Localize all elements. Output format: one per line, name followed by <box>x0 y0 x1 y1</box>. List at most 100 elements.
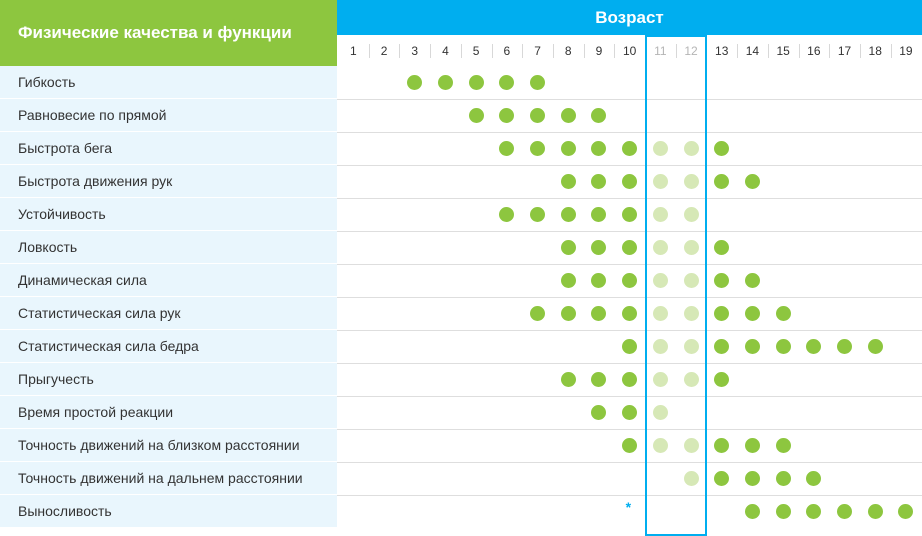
age-label-2: 2 <box>380 43 388 58</box>
age-dot <box>622 372 638 387</box>
age-separator <box>491 44 493 58</box>
age-separator <box>859 44 861 58</box>
age-dot <box>714 372 730 387</box>
age-dot <box>867 504 883 519</box>
age-label-17: 17 <box>837 43 852 58</box>
row-label: Динамическая сила <box>0 264 337 297</box>
age-dot <box>683 174 699 189</box>
age-dot <box>744 273 760 288</box>
grid-line <box>337 297 922 298</box>
age-dot <box>622 339 638 354</box>
age-dot <box>775 504 791 519</box>
age-dot <box>744 306 760 321</box>
age-label-1: 1 <box>350 43 357 58</box>
age-dot <box>407 75 423 90</box>
age-dot <box>468 75 484 90</box>
age-dot <box>652 306 668 321</box>
age-dot <box>714 471 730 486</box>
age-dot <box>591 372 607 387</box>
age-dot <box>683 339 699 354</box>
age-dot <box>744 174 760 189</box>
grid-line <box>337 462 922 463</box>
grid-line <box>337 429 922 430</box>
age-dot <box>775 438 791 453</box>
age-dot <box>744 438 760 453</box>
age-dot <box>560 240 576 255</box>
age-label-12: 12 <box>684 43 698 58</box>
age-dot <box>714 339 730 354</box>
age-dot <box>652 438 668 453</box>
grid-line <box>337 330 922 331</box>
age-dot <box>622 174 638 189</box>
grid-line <box>337 363 922 364</box>
age-dot <box>560 306 576 321</box>
age-dot <box>806 504 822 519</box>
age-separator <box>522 44 524 58</box>
grid-line <box>337 198 922 199</box>
grid-line <box>337 165 922 166</box>
age-label-10: 10 <box>622 43 637 58</box>
age-dot <box>714 141 730 156</box>
age-separator <box>829 44 831 58</box>
table-title: Физические качества и функции <box>0 0 337 66</box>
age-dot <box>683 471 699 486</box>
age-dot <box>530 75 546 90</box>
age-dot <box>591 273 607 288</box>
age-dot <box>652 372 668 387</box>
age-dot <box>622 207 638 222</box>
age-label-7: 7 <box>534 43 541 58</box>
age-separator <box>430 44 432 58</box>
row-label: Статистическая сила бедра <box>0 330 337 363</box>
age-label-6: 6 <box>503 43 511 58</box>
row-label: Быстрота бега <box>0 132 337 165</box>
age-dot <box>560 372 576 387</box>
age-dot <box>744 339 760 354</box>
age-header: Возраст <box>337 0 922 35</box>
grid-line <box>337 495 922 496</box>
row-label: Ловкость <box>0 231 337 264</box>
age-dot <box>652 273 668 288</box>
age-dot <box>530 207 546 222</box>
grid-line <box>337 231 922 232</box>
age-dot <box>622 240 638 255</box>
age-dot <box>622 405 638 420</box>
age-dot <box>591 108 607 123</box>
age-dot <box>591 141 607 156</box>
age-dot <box>530 141 546 156</box>
age-dot <box>622 306 638 321</box>
age-label-4: 4 <box>442 43 449 58</box>
age-dot <box>560 207 576 222</box>
age-dot <box>683 438 699 453</box>
age-label-13: 13 <box>715 43 729 58</box>
age-dot <box>898 504 914 519</box>
grid-line <box>337 396 922 397</box>
row-label: Точность движений на дальнем расстоянии <box>0 462 337 495</box>
age-dot <box>683 240 699 255</box>
age-dot <box>744 471 760 486</box>
age-dot <box>437 75 453 90</box>
age-label-19: 19 <box>899 43 913 58</box>
age-dot <box>744 504 760 519</box>
age-separator <box>767 44 769 58</box>
age-label-11: 11 <box>654 43 667 58</box>
age-dot <box>591 240 607 255</box>
age-dot <box>652 240 668 255</box>
age-dot <box>775 306 791 321</box>
age-separator <box>645 44 646 58</box>
age-dot <box>683 207 699 222</box>
age-dot <box>837 504 853 519</box>
age-separator <box>706 44 708 58</box>
age-label-16: 16 <box>807 43 821 58</box>
row-label: Выносливость <box>0 495 337 528</box>
age-scale: 1 2 3 4 5 6 7 8 9 10 11 12 13 14 15 16 17 18 19 <box>337 35 922 66</box>
age-label-5: 5 <box>472 43 480 58</box>
asterisk-marker: * <box>625 499 632 515</box>
age-dot <box>775 471 791 486</box>
age-separator <box>614 44 616 58</box>
age-dot <box>530 108 546 123</box>
grid-line <box>337 132 922 133</box>
age-label-9: 9 <box>595 43 603 58</box>
age-dot <box>499 207 515 222</box>
age-dot <box>499 108 515 123</box>
age-dot <box>714 240 730 255</box>
